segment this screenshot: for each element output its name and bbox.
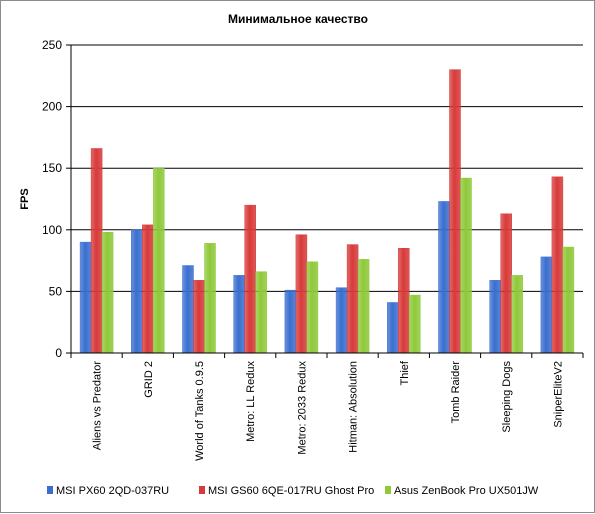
bar [295,234,308,354]
x-tick-label: Sleeping Dogs [501,361,513,433]
axes [66,44,584,358]
legend-label: Asus ZenBook Pro UX501JW [394,485,539,497]
bar [284,289,297,354]
bar [409,294,421,354]
y-tick-label: 150 [42,161,62,175]
bar [335,287,348,354]
y-tick-labels: 0 50 100 150 200 250 [42,38,62,360]
bar [90,148,103,354]
y-axis-label: FPS [19,188,31,209]
chart-title: Минимальное качество [228,12,368,26]
bar [182,265,194,354]
legend-label: MSI PX60 2QD-037RU [56,485,169,497]
bar [79,241,92,354]
x-tick-label: World of Tanks 0.9.5 [194,361,206,461]
y-tick-label: 50 [49,284,63,298]
x-tick-label: Hitman: Absolution [348,361,360,453]
bar [489,280,501,354]
legend-swatch [47,486,53,494]
x-tick-label: Metro: 2033 Redux [296,361,308,455]
bar [551,176,564,354]
bar [460,177,472,354]
bar [255,271,267,354]
bar [438,201,450,354]
bar [142,224,154,354]
x-tick-label: Thief [399,360,411,385]
bar [244,204,256,354]
y-tick-label: 200 [42,100,62,114]
bar [398,248,410,354]
bar [306,261,319,354]
bar [562,246,575,354]
bar [449,69,461,354]
legend-swatch [199,486,205,494]
bar [357,259,370,354]
bar [346,244,359,354]
x-tick-label: GRID 2 [143,361,155,398]
legend: MSI PX60 2QD-037RU MSI GS60 6QE-017RU Gho… [47,485,539,497]
x-tick-label: Metro: LL Redux [245,361,257,442]
y-tick-label: 0 [55,346,62,360]
legend-swatch [385,486,391,494]
bar [153,167,165,354]
bar [131,229,143,354]
bar [204,243,216,354]
y-tick-label: 100 [42,223,62,237]
bar [511,275,523,354]
bar [233,275,245,354]
bar [387,302,399,354]
x-tick-label: Aliens vs Predator [92,361,104,451]
bars [79,69,575,354]
y-tick-label: 250 [42,38,62,52]
legend-label: MSI GS60 6QE-017RU Ghost Pro [208,485,374,497]
category-labels: Aliens vs Predator GRID 2 World of Tanks 0… [92,360,565,461]
bar [193,280,205,354]
bar [540,256,553,354]
bar [101,232,114,354]
bar [500,213,512,354]
x-tick-label: SniperEliteV2 [552,361,564,428]
x-tick-label: Tomb Raider [450,361,462,424]
